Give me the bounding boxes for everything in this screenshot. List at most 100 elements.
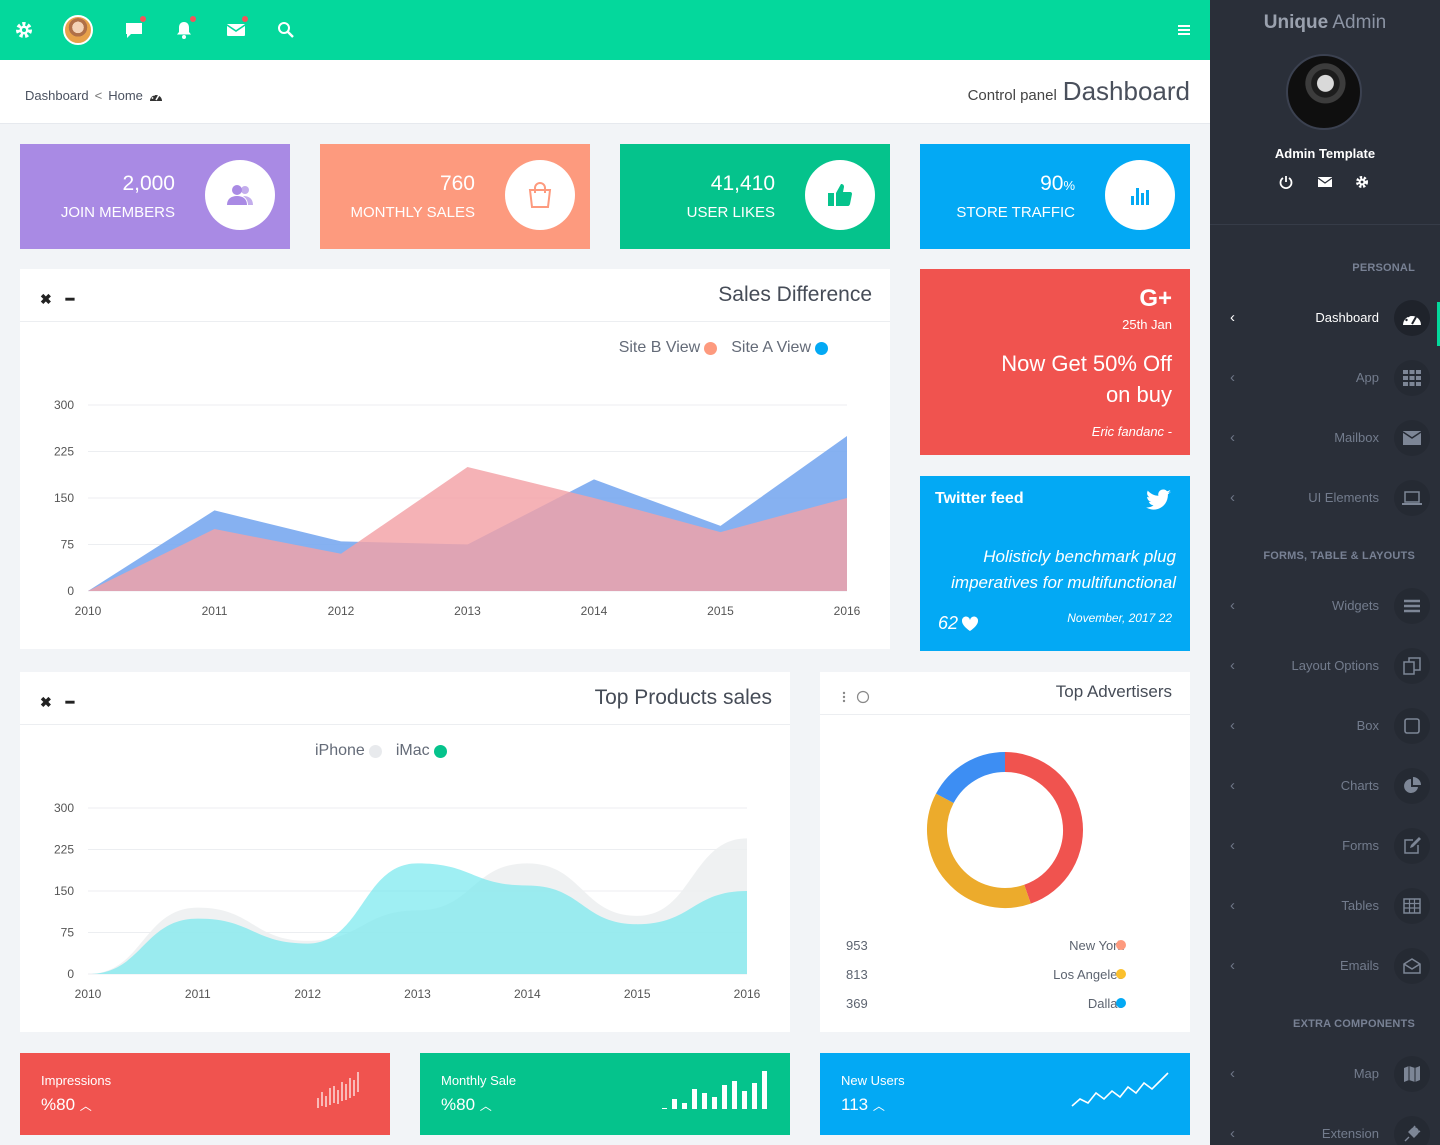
- panel-divider: [20, 321, 890, 322]
- close-icon[interactable]: ✖: [40, 291, 52, 307]
- x-tick-label: 2011: [185, 987, 211, 1001]
- panel-tools: [842, 690, 870, 704]
- new-users-line-sparkline: [1071, 1072, 1169, 1107]
- sidebar-item-tables[interactable]: ‹ Tables: [1210, 884, 1440, 928]
- promo-headline: Now Get 50% Off on buy: [938, 348, 1172, 410]
- stat-value-unit: %: [1063, 178, 1075, 193]
- x-tick-label: 2011: [202, 604, 228, 618]
- map-icon: [1394, 1056, 1430, 1092]
- close-icon[interactable]: ✖: [40, 694, 52, 710]
- card-value-text: 113: [841, 1095, 869, 1114]
- legend-item[interactable]: Site A View: [731, 339, 828, 357]
- y-tick-label: 150: [54, 884, 74, 898]
- legend-item[interactable]: iMac: [396, 742, 447, 760]
- sidebar-item-map[interactable]: ‹ Map: [1210, 1052, 1440, 1096]
- tweet-date: November, 2017 22: [1067, 611, 1172, 625]
- envelope-open-icon: [1394, 948, 1430, 984]
- chevron-left-icon: ‹: [1230, 429, 1235, 446]
- sidebar-item-label: Widgets: [1332, 598, 1379, 613]
- legend-label: iMac: [395, 742, 430, 759]
- minimize-icon[interactable]: ━: [65, 291, 75, 307]
- square-icon: [1394, 708, 1430, 744]
- sidebar-item-app[interactable]: ‹ App: [1210, 356, 1440, 400]
- promo-date: 25th Jan: [1122, 317, 1172, 332]
- envelope-icon[interactable]: [1317, 174, 1333, 190]
- twitter-bird-icon[interactable]: [1146, 489, 1172, 511]
- sidebar-divider: [1210, 224, 1440, 225]
- settings-gear-icon[interactable]: [1354, 174, 1370, 190]
- legend-item[interactable]: Site B View: [619, 339, 718, 357]
- brand-logo[interactable]: Unique Admin: [1210, 12, 1440, 34]
- sidebar-item-label: Mailbox: [1334, 430, 1379, 445]
- card-title: Monthly Sale: [441, 1073, 517, 1088]
- sidebar-item-widgets[interactable]: ‹ Widgets: [1210, 584, 1440, 628]
- card-title: Impressions: [41, 1073, 112, 1088]
- messages-envelope-icon[interactable]: [220, 14, 252, 46]
- area-series-1: [88, 863, 747, 974]
- sidebar-item-charts[interactable]: ‹ Charts: [1210, 764, 1440, 808]
- table-icon: [1394, 888, 1430, 924]
- y-tick-label: 75: [61, 538, 75, 552]
- y-tick-label: 0: [67, 967, 74, 981]
- sidebar-item-mailbox[interactable]: ‹ Mailbox: [1210, 416, 1440, 460]
- page-title-text: Dashboard: [1062, 76, 1190, 106]
- active-indicator: [1437, 302, 1440, 346]
- card-value-text: %80: [441, 1095, 476, 1114]
- notifications-bell-icon[interactable]: [168, 14, 200, 46]
- power-icon[interactable]: [1278, 174, 1294, 190]
- profile-avatar[interactable]: [1286, 54, 1362, 130]
- x-tick-label: 2010: [75, 987, 102, 1001]
- sidebar-item-label: Emails: [1339, 958, 1379, 973]
- y-tick-label: 225: [54, 445, 74, 459]
- breadcrumb-home-link[interactable]: Home: [108, 88, 143, 103]
- x-tick-label: 2016: [734, 987, 761, 1001]
- x-tick-label: 2014: [514, 987, 541, 1001]
- sidebar-item-box[interactable]: ‹ Box: [1210, 704, 1440, 748]
- sidebar-item-emails[interactable]: ‹ Emails: [1210, 944, 1440, 988]
- chevron-up-icon: ︿: [872, 1099, 885, 1113]
- advertiser-row: 953 New York: [846, 938, 1124, 953]
- chevron-left-icon: ‹: [1230, 837, 1235, 854]
- area-series-1: [88, 436, 847, 591]
- sidebar-item-forms[interactable]: ‹ Forms: [1210, 824, 1440, 868]
- sidebar-item-extension[interactable]: ‹ Extension: [1210, 1112, 1440, 1145]
- advertiser-value: 813: [846, 967, 868, 982]
- y-tick-label: 225: [54, 843, 74, 857]
- sidebar-item-dashboard[interactable]: ‹ Dashboard: [1210, 296, 1440, 340]
- card-value: %80 ︿: [41, 1095, 92, 1115]
- donut-slice: [1004, 752, 1083, 904]
- minimize-icon[interactable]: ━: [65, 694, 75, 710]
- grid-icon: [1394, 360, 1430, 396]
- advertiser-dot: [1116, 998, 1126, 1008]
- sidebar-item-ui-elements[interactable]: ‹ UI Elements: [1210, 476, 1440, 520]
- chart-legend: iPhone iMac: [315, 742, 447, 760]
- chevron-left-icon: ‹: [1230, 717, 1235, 734]
- refresh-circle-icon[interactable]: [856, 690, 870, 704]
- chevron-left-icon: ‹: [1230, 657, 1235, 674]
- stat-value-number: 90: [1040, 172, 1064, 195]
- chat-icon[interactable]: [118, 14, 150, 46]
- page-subtitle: Control panel: [967, 87, 1057, 104]
- sidebar-item-label: Dashboard: [1315, 310, 1379, 325]
- legend-item[interactable]: iPhone: [315, 742, 382, 760]
- sidebar-item-label: App: [1355, 370, 1379, 385]
- y-tick-label: 300: [54, 801, 74, 815]
- advertiser-dot: [1116, 940, 1126, 950]
- tweet-likes[interactable]: 62: [938, 613, 979, 634]
- advertiser-dot: [1116, 969, 1126, 979]
- impressions-card: Impressions %80 ︿: [20, 1053, 390, 1135]
- sidebar-item-layout-options[interactable]: ‹ Layout Options: [1210, 644, 1440, 688]
- search-icon[interactable]: [270, 14, 302, 46]
- sidebar-toggle-hamburger-icon[interactable]: [1168, 14, 1200, 46]
- sales-difference-panel: ✖ ━ Sales Difference Site B View Site A …: [20, 269, 890, 649]
- more-vertical-icon[interactable]: [842, 691, 846, 703]
- bar-chart-icon: [1105, 160, 1175, 230]
- impressions-sparkline: [317, 1072, 359, 1108]
- user-avatar[interactable]: [62, 14, 94, 46]
- stat-card-monthly-sales: 760 MONTHLY SALES: [320, 144, 590, 249]
- settings-gear-icon[interactable]: [8, 14, 40, 46]
- card-value: 113 ︿: [841, 1095, 885, 1115]
- legend-dot: [433, 744, 447, 758]
- card-value-text: %80: [41, 1095, 76, 1114]
- new-users-card: New Users 113 ︿: [820, 1053, 1190, 1135]
